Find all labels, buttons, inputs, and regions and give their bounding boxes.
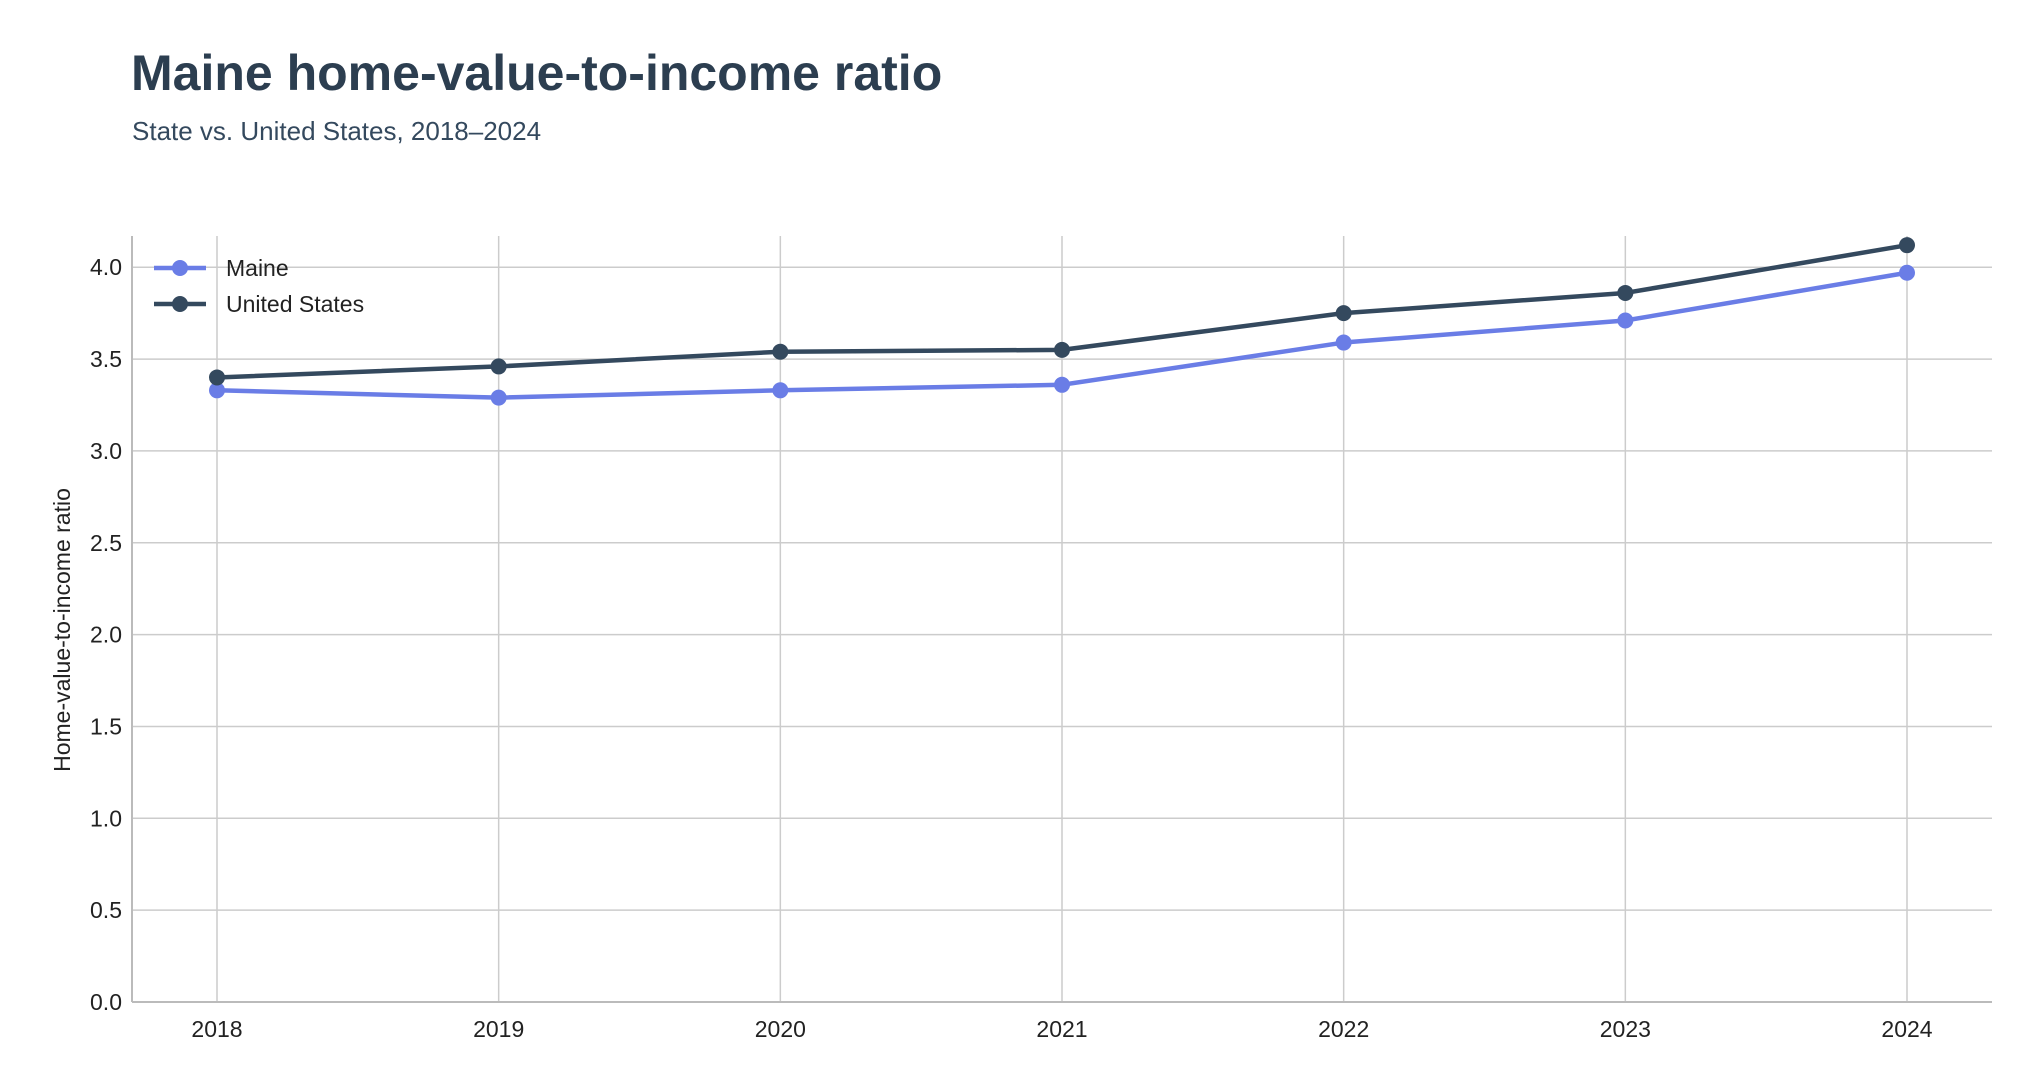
data-point[interactable]	[1899, 264, 1915, 281]
legend[interactable]: Maine United States	[154, 255, 364, 317]
tick-labels: 0.0 0.5 1.0 1.5 2.0 2.5 3.0 3.5 4.0 2018 2019 2020 2…	[90, 254, 1933, 1042]
data-point[interactable]	[209, 382, 225, 399]
y-tick-label: 3.5	[90, 346, 122, 372]
legend-label: Maine	[226, 255, 289, 281]
x-tick-label: 2021	[1036, 1016, 1087, 1042]
y-axis-label: Home-value-to-income ratio	[49, 488, 75, 772]
legend-item[interactable]: United States	[154, 291, 364, 317]
x-tick-label: 2018	[191, 1016, 242, 1042]
axes	[131, 236, 1992, 1003]
y-tick-label: 1.0	[90, 805, 122, 831]
y-tick-label: 0.0	[90, 989, 122, 1015]
series-united-states	[209, 237, 1915, 386]
legend-marker	[172, 296, 188, 312]
data-point[interactable]	[1335, 334, 1352, 351]
legend-label: United States	[226, 291, 364, 317]
data-point[interactable]	[209, 369, 225, 386]
data-point[interactable]	[772, 382, 789, 399]
series-layer	[209, 237, 1915, 406]
chart-subtitle: State vs. United States, 2018–2024	[132, 116, 542, 146]
data-point[interactable]	[1054, 341, 1070, 358]
data-point[interactable]	[1335, 305, 1352, 322]
data-point[interactable]	[1617, 284, 1634, 301]
y-tick-label: 2.5	[90, 530, 122, 556]
data-point[interactable]	[1054, 376, 1070, 393]
y-tick-label: 0.5	[90, 897, 122, 923]
data-point[interactable]	[490, 358, 507, 375]
chart-title: Maine home-value-to-income ratio	[131, 45, 943, 101]
x-tick-label: 2019	[473, 1016, 524, 1042]
grid	[132, 236, 1992, 1003]
y-tick-label: 4.0	[90, 254, 122, 280]
x-tick-label: 2024	[1881, 1016, 1932, 1042]
data-point[interactable]	[772, 343, 789, 360]
y-tick-label: 2.0	[90, 622, 122, 648]
y-tick-label: 3.0	[90, 438, 122, 464]
data-point[interactable]	[490, 389, 507, 406]
x-tick-label: 2023	[1600, 1016, 1651, 1042]
x-tick-label: 2020	[755, 1016, 806, 1042]
legend-marker	[172, 260, 188, 276]
legend-item[interactable]: Maine	[154, 255, 289, 281]
y-tick-label: 1.5	[90, 713, 122, 739]
data-point[interactable]	[1899, 237, 1915, 254]
series-maine	[209, 264, 1915, 406]
data-point[interactable]	[1617, 312, 1634, 329]
x-tick-label: 2022	[1318, 1016, 1369, 1042]
